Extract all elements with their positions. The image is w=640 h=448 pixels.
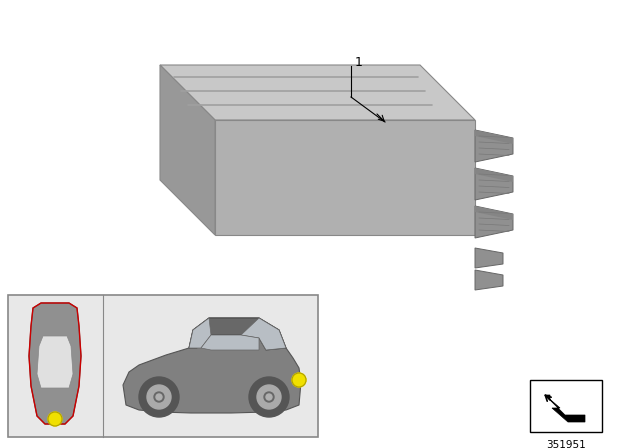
Bar xyxy=(530,380,602,432)
Polygon shape xyxy=(475,168,513,200)
Circle shape xyxy=(249,377,289,417)
Text: 1: 1 xyxy=(355,56,363,69)
Circle shape xyxy=(154,392,164,402)
Polygon shape xyxy=(545,395,585,422)
Text: 351951: 351951 xyxy=(546,440,586,448)
Polygon shape xyxy=(241,318,286,350)
Polygon shape xyxy=(189,318,211,348)
Polygon shape xyxy=(201,335,259,350)
Circle shape xyxy=(264,392,274,402)
Circle shape xyxy=(139,377,179,417)
Polygon shape xyxy=(123,318,301,413)
Circle shape xyxy=(156,394,162,400)
Polygon shape xyxy=(475,130,513,162)
Polygon shape xyxy=(29,303,81,424)
Bar xyxy=(8,295,318,437)
Polygon shape xyxy=(475,248,503,268)
Polygon shape xyxy=(189,318,286,350)
Polygon shape xyxy=(475,206,513,238)
Circle shape xyxy=(292,373,306,387)
Circle shape xyxy=(266,394,272,400)
Polygon shape xyxy=(160,65,475,120)
Polygon shape xyxy=(475,206,513,220)
Circle shape xyxy=(257,385,281,409)
Polygon shape xyxy=(475,168,513,182)
Polygon shape xyxy=(475,270,503,290)
Polygon shape xyxy=(475,130,513,144)
Polygon shape xyxy=(37,336,73,388)
Polygon shape xyxy=(160,65,215,235)
Polygon shape xyxy=(215,120,475,235)
Circle shape xyxy=(147,385,171,409)
Circle shape xyxy=(48,412,62,426)
